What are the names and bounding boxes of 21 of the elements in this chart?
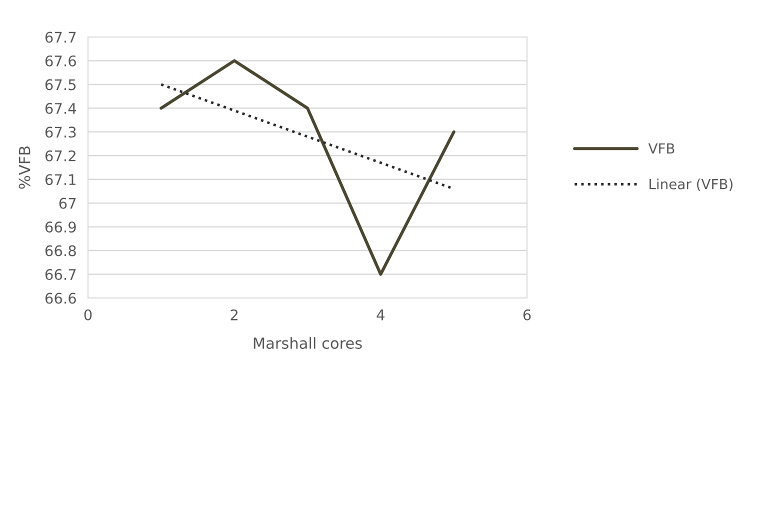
x-tick-label: 6 bbox=[523, 309, 531, 320]
y-tick-label: 67.5 bbox=[45, 79, 76, 90]
legend-label: VFB bbox=[648, 143, 674, 154]
y-axis-title: %VFB bbox=[18, 146, 30, 189]
x-axis-title: Marshall cores bbox=[254, 337, 362, 349]
y-tick-label: 67.7 bbox=[45, 32, 76, 43]
y-tick-label: 67.6 bbox=[45, 55, 76, 66]
y-tick-label: 67.1 bbox=[45, 174, 76, 186]
y-tick-label: 67 bbox=[59, 198, 76, 209]
y-tick-label: 66.8 bbox=[45, 245, 76, 256]
y-tick-label: 67.2 bbox=[45, 150, 76, 162]
y-tick-label: 66.7 bbox=[45, 268, 76, 280]
y-tick-label: 67.3 bbox=[45, 126, 76, 138]
y-tick-label: 66.6 bbox=[45, 292, 76, 304]
y-tick-label: 66.9 bbox=[45, 222, 76, 233]
x-tick-label: 0 bbox=[84, 309, 92, 320]
x-tick-label: 2 bbox=[230, 309, 238, 320]
y-tick-label: 67.4 bbox=[45, 102, 76, 114]
legend-label: Linear (VFB) bbox=[650, 178, 732, 191]
x-tick-label: 4 bbox=[376, 310, 384, 320]
line-series bbox=[160, 59, 456, 276]
